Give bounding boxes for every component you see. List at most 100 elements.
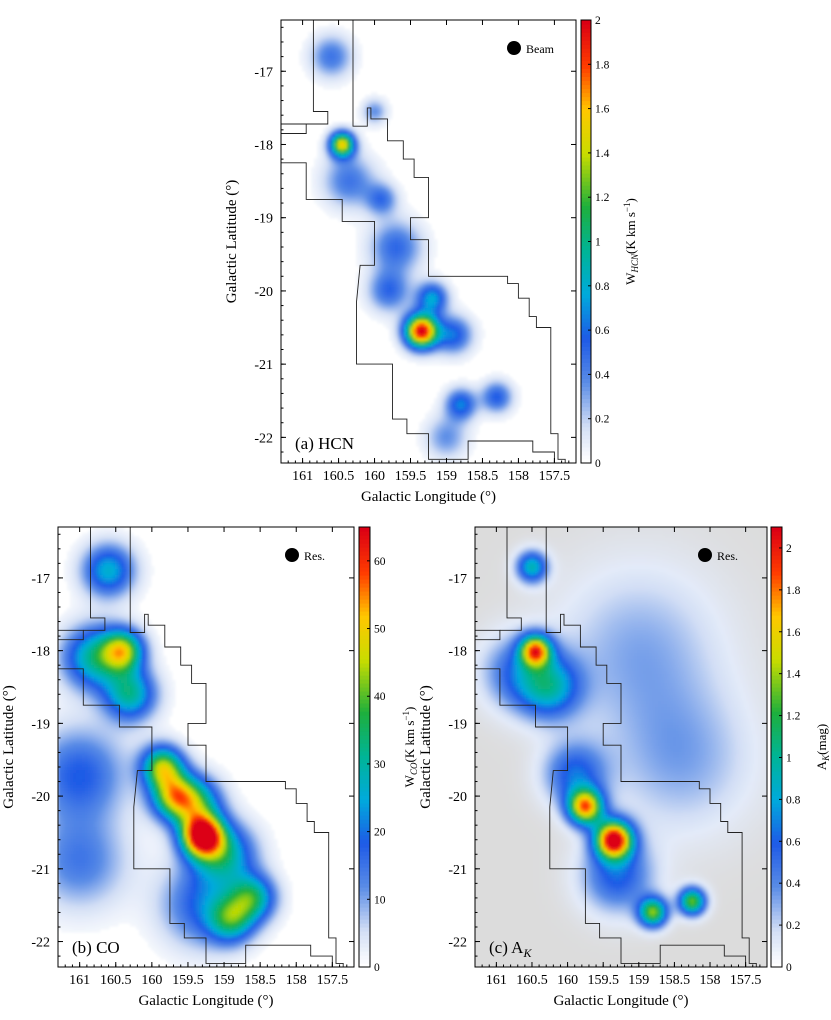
heatmap-cell <box>452 332 456 336</box>
heatmap-cell <box>368 209 372 213</box>
heatmap-cell <box>464 317 468 321</box>
heatmap-cell <box>353 194 357 198</box>
heatmap-cell <box>377 164 381 168</box>
heatmap-cell <box>464 416 468 420</box>
heatmap-cell <box>380 305 384 309</box>
heatmap-cell <box>82 536 86 540</box>
heatmap-cell <box>434 242 438 246</box>
heatmap-cell <box>452 443 456 447</box>
heatmap-cell <box>380 170 384 174</box>
heatmap-cell <box>455 302 459 306</box>
heatmap-cell <box>434 449 438 453</box>
heatmap-cell <box>470 341 474 345</box>
heatmap-cell <box>440 311 444 315</box>
heatmap-cell <box>332 170 336 174</box>
heatmap-cell <box>326 197 330 201</box>
heatmap-cell <box>100 527 104 531</box>
colorbar-segment <box>581 241 591 247</box>
heatmap-cell <box>139 578 143 582</box>
heatmap-cell <box>79 635 83 639</box>
heatmap-cell <box>506 389 510 393</box>
heatmap-cell <box>151 632 155 636</box>
heatmap-cell <box>365 272 369 276</box>
heatmap-cell <box>79 536 83 540</box>
heatmap-cell <box>473 338 477 342</box>
heatmap-cell <box>94 545 98 549</box>
heatmap-cell <box>329 134 333 138</box>
heatmap-cell <box>326 128 330 132</box>
heatmap-cell <box>100 626 104 630</box>
heatmap-cell <box>458 314 462 318</box>
heatmap-cell <box>97 596 101 600</box>
heatmap-cell <box>398 254 402 258</box>
heatmap-cell <box>115 563 119 567</box>
heatmap-cell <box>389 200 393 204</box>
heatmap-cell <box>482 419 486 423</box>
heatmap-cell <box>440 350 444 354</box>
heatmap-cell <box>64 572 68 576</box>
heatmap-cell <box>350 149 354 153</box>
heatmap-cell <box>362 218 366 222</box>
heatmap-cell <box>371 263 375 267</box>
heatmap-cell <box>356 218 360 222</box>
heatmap-cell <box>133 656 137 660</box>
heatmap-cell <box>470 356 474 360</box>
heatmap-cell <box>434 410 438 414</box>
heatmap-cell <box>368 275 372 279</box>
heatmap-cell <box>383 266 387 270</box>
heatmap-cell <box>467 440 471 444</box>
heatmap-cell <box>350 152 354 156</box>
heatmap-cell <box>377 230 381 234</box>
heatmap-cell <box>467 389 471 393</box>
heatmap-cell <box>449 431 453 435</box>
heatmap-cell <box>377 227 381 231</box>
heatmap-cell <box>73 644 77 648</box>
heatmap-cell <box>455 428 459 432</box>
heatmap-cell <box>142 659 146 663</box>
heatmap-cell <box>103 551 107 555</box>
heatmap-cell <box>425 419 429 423</box>
heatmap-cell <box>103 566 107 570</box>
heatmap-cell <box>419 254 423 258</box>
heatmap-cell <box>347 47 351 51</box>
heatmap-cell <box>413 320 417 324</box>
heatmap-cell <box>133 584 137 588</box>
heatmap-cell <box>311 50 315 54</box>
heatmap-cell <box>449 281 453 285</box>
heatmap-cell <box>97 662 101 666</box>
heatmap-cell <box>410 305 414 309</box>
colorbar-segment <box>581 326 591 331</box>
heatmap-cell <box>338 71 342 75</box>
heatmap-cell <box>341 65 345 69</box>
heatmap-cell <box>353 149 357 153</box>
heatmap-cell <box>148 620 152 624</box>
heatmap-cell <box>464 386 468 390</box>
heatmap-cell <box>76 617 80 621</box>
heatmap-cell <box>338 161 342 165</box>
heatmap-cell <box>103 527 107 531</box>
heatmap-cell <box>380 245 384 249</box>
heatmap-cell <box>115 620 119 624</box>
heatmap-cell <box>106 641 110 645</box>
heatmap-cell <box>392 344 396 348</box>
heatmap-cell <box>392 260 396 264</box>
heatmap-cell <box>341 68 345 72</box>
heatmap-cell <box>94 593 98 597</box>
heatmap-cell <box>338 59 342 63</box>
heatmap-cell <box>425 260 429 264</box>
heatmap-cell <box>452 353 456 357</box>
heatmap-cell <box>130 593 134 597</box>
heatmap-cell <box>407 299 411 303</box>
heatmap-cell <box>106 602 110 606</box>
colorbar-segment <box>581 221 591 226</box>
heatmap-cell <box>82 623 86 627</box>
heatmap-cell <box>112 635 116 639</box>
heatmap-cell <box>124 626 128 630</box>
heatmap-cell <box>455 305 459 309</box>
heatmap-cell <box>118 530 122 534</box>
heatmap-cell <box>118 581 122 585</box>
heatmap-cell <box>88 548 92 552</box>
heatmap-cell <box>368 191 372 195</box>
heatmap-cell <box>136 656 140 660</box>
heatmap-cell <box>383 188 387 192</box>
